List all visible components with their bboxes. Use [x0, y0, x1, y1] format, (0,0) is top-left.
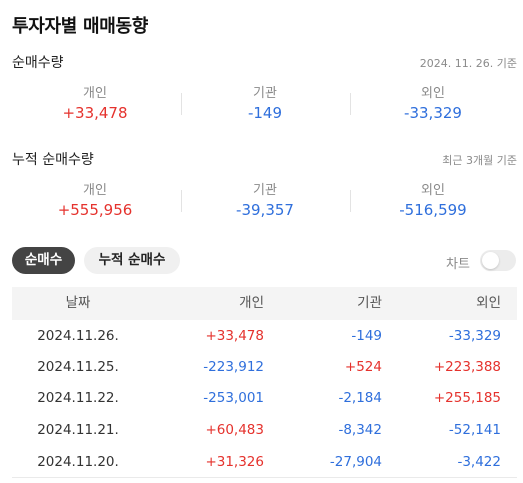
stat-value: -33,329 [404, 104, 462, 122]
table-row: 2024.11.25. -223,912 +524 +223,388 [12, 351, 517, 384]
table-row: 2024.11.26. +33,478 -149 -33,329 [12, 320, 517, 353]
cell-foreigner: +223,388 [433, 359, 501, 375]
cell-individual: -223,912 [203, 359, 264, 375]
chart-toggle[interactable] [480, 250, 516, 271]
cell-individual: -253,001 [203, 390, 264, 406]
column-header-foreigner: 외인 [476, 295, 501, 311]
net-stat-foreigner: 외인 -33,329 [358, 85, 508, 123]
cell-institution: +524 [344, 359, 382, 375]
cell-date: 2024.11.26. [37, 328, 119, 344]
chart-toggle-label: 차트 [446, 257, 470, 272]
net-stat-individual: 개인 +33,478 [20, 85, 170, 123]
table-row: 2024.11.20. +31,326 -27,904 -3,422 [12, 446, 517, 479]
table-row: 2024.11.21. +60,483 -8,342 -52,141 [12, 414, 517, 447]
divider [181, 190, 182, 212]
cell-foreigner: -52,141 [448, 422, 501, 438]
cell-institution: -2,184 [338, 390, 382, 406]
cell-institution: -27,904 [329, 454, 382, 470]
divider [181, 93, 182, 115]
cell-individual: +31,326 [205, 454, 264, 470]
column-header-date: 날짜 [65, 295, 91, 311]
cell-date: 2024.11.20. [37, 454, 119, 470]
stat-value: +33,478 [62, 104, 128, 122]
table-header: 날짜 개인 기관 외인 [12, 287, 517, 320]
divider [350, 93, 351, 115]
tab-net-buy[interactable]: 순매수 [12, 247, 75, 274]
column-header-individual: 개인 [239, 295, 264, 311]
cell-date: 2024.11.22. [37, 390, 119, 406]
cum-stat-individual: 개인 +555,956 [20, 182, 170, 220]
cum-stat-institution: 기관 -39,357 [190, 182, 340, 220]
stat-value: -516,599 [399, 201, 467, 219]
cell-foreigner: +255,185 [433, 390, 501, 406]
stat-label: 개인 [83, 86, 107, 101]
cum-stat-foreigner: 외인 -516,599 [358, 182, 508, 220]
column-header-institution: 기관 [357, 295, 382, 311]
cell-date: 2024.11.25. [37, 359, 119, 375]
cell-foreigner: -33,329 [448, 328, 501, 344]
stat-label: 기관 [253, 183, 277, 198]
divider [350, 190, 351, 212]
cell-foreigner: -3,422 [457, 454, 501, 470]
cumulative-note: 최근 3개월 기준 [442, 154, 517, 167]
cell-institution: -8,342 [338, 422, 382, 438]
stat-value: -149 [247, 104, 283, 122]
table-bottom-border [12, 477, 517, 478]
tab-cumulative-net-buy[interactable]: 누적 순매수 [84, 247, 180, 274]
cell-individual: +60,483 [205, 422, 264, 438]
stat-value: +555,956 [57, 201, 133, 219]
toggle-knob [482, 252, 499, 269]
stat-label: 개인 [83, 183, 107, 198]
net-buy-date: 2024. 11. 26. 기준 [419, 57, 517, 70]
stat-label: 외인 [421, 183, 445, 198]
cell-date: 2024.11.21. [37, 422, 119, 438]
page-title: 투자자별 매매동향 [12, 16, 149, 37]
cumulative-section-title: 누적 순매수량 [12, 152, 94, 168]
stat-value: -39,357 [236, 201, 294, 219]
net-stat-institution: 기관 -149 [190, 85, 340, 123]
stat-label: 외인 [421, 86, 445, 101]
cell-institution: -149 [351, 328, 382, 344]
table-row: 2024.11.22. -253,001 -2,184 +255,185 [12, 382, 517, 415]
stat-label: 기관 [253, 86, 277, 101]
net-buy-section-title: 순매수량 [12, 55, 64, 71]
cell-individual: +33,478 [205, 328, 264, 344]
